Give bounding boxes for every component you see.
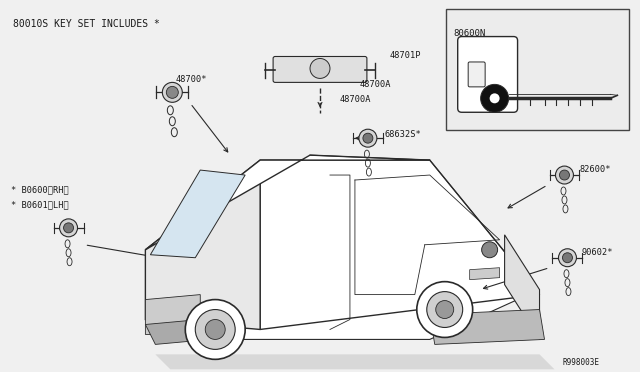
Circle shape (205, 320, 225, 339)
Circle shape (559, 170, 570, 180)
Polygon shape (430, 310, 545, 344)
Polygon shape (200, 290, 540, 339)
Circle shape (163, 82, 182, 102)
Text: 82600*: 82600* (579, 165, 611, 174)
Polygon shape (145, 320, 210, 344)
Text: * B0601〈LH〉: * B0601〈LH〉 (11, 200, 68, 209)
Circle shape (436, 301, 454, 318)
Circle shape (63, 223, 74, 233)
Circle shape (359, 129, 377, 147)
Text: 90602*: 90602* (581, 248, 613, 257)
Polygon shape (145, 295, 200, 334)
Polygon shape (145, 160, 260, 330)
Circle shape (556, 166, 573, 184)
Circle shape (195, 310, 235, 349)
Circle shape (166, 86, 179, 98)
Polygon shape (504, 235, 540, 339)
Text: 48700*: 48700* (175, 76, 207, 84)
FancyBboxPatch shape (273, 57, 367, 82)
Polygon shape (150, 170, 245, 258)
Text: R998003E: R998003E (563, 358, 600, 367)
Polygon shape (145, 155, 430, 250)
Polygon shape (470, 268, 500, 280)
Circle shape (490, 93, 500, 103)
Polygon shape (156, 355, 554, 369)
FancyBboxPatch shape (458, 36, 518, 112)
Circle shape (363, 133, 373, 143)
Text: 68632S*: 68632S* (385, 130, 422, 139)
FancyBboxPatch shape (468, 62, 485, 87)
Text: 80010S KEY SET INCLUDES *: 80010S KEY SET INCLUDES * (13, 19, 159, 29)
Circle shape (559, 249, 577, 267)
Text: * B0600〈RH〉: * B0600〈RH〉 (11, 185, 68, 194)
Bar (445, 9, 629, 130)
Text: 48700A: 48700A (340, 95, 371, 104)
Circle shape (482, 242, 498, 258)
Text: 80600N: 80600N (454, 29, 486, 38)
Polygon shape (260, 160, 540, 330)
Text: 48701P: 48701P (390, 51, 421, 60)
Circle shape (417, 282, 473, 337)
Circle shape (563, 253, 572, 263)
Text: 48700A: 48700A (360, 80, 392, 89)
Circle shape (481, 84, 509, 112)
Circle shape (60, 219, 77, 237)
Circle shape (310, 58, 330, 78)
Circle shape (427, 292, 463, 327)
Circle shape (186, 299, 245, 359)
